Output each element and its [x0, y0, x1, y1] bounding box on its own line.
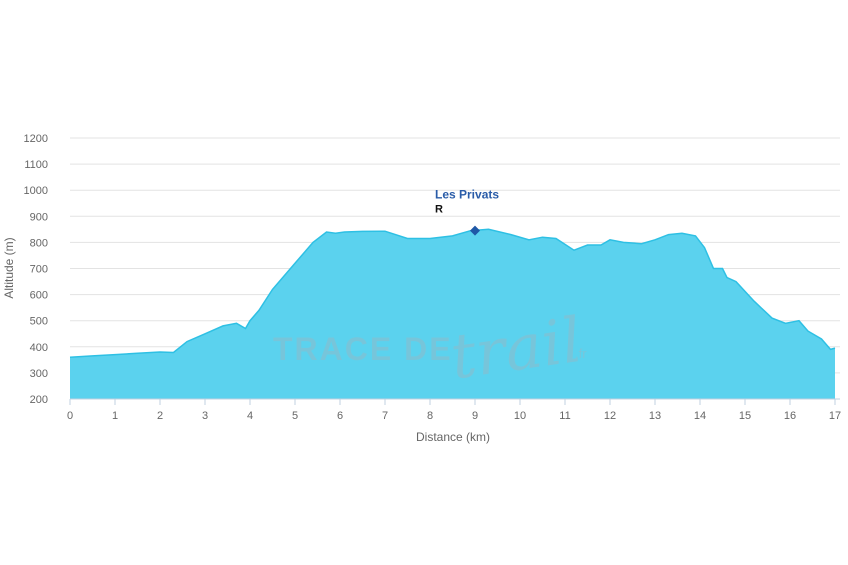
poi-diamond-icon[interactable]: [470, 225, 480, 236]
elevation-fill: [70, 229, 835, 399]
y-tick-label: 1000: [24, 185, 48, 197]
x-tick-label: 13: [649, 410, 661, 422]
x-axis: 0 1 2 3 4 5 6 7 8 9 10 11 12 13 14 15 16 17: [67, 398, 841, 422]
poi-code-label: R: [435, 204, 443, 216]
y-axis: 200 300 400 500 600 700 800 900 1000 1100 1200: [24, 133, 48, 406]
elevation-area: [69, 228, 836, 399]
y-tick-label: 1200: [24, 133, 48, 145]
x-tick-label: 17: [829, 410, 841, 422]
x-tick-label: 8: [427, 410, 433, 422]
x-tick-label: 16: [784, 410, 796, 422]
x-tick-label: 11: [559, 410, 570, 422]
x-tick-label: 5: [292, 410, 298, 422]
x-tick-label: 3: [202, 410, 208, 422]
watermark-fr: .fr: [575, 346, 587, 361]
x-tick-label: 2: [157, 410, 163, 422]
poi-marker[interactable]: Les Privats R: [435, 188, 499, 236]
y-tick-label: 700: [30, 264, 48, 276]
x-tick-label: 4: [247, 410, 253, 422]
x-tick-label: 9: [472, 410, 478, 422]
x-tick-label: 7: [382, 410, 388, 422]
y-tick-label: 600: [30, 290, 48, 302]
y-tick-label: 500: [30, 316, 48, 328]
x-axis-title: Distance (km): [416, 430, 490, 444]
watermark-trail: trail: [446, 303, 586, 394]
y-tick-label: 800: [30, 237, 48, 249]
watermark: TRACE DE trail .fr: [273, 303, 587, 394]
y-tick-label: 1100: [24, 159, 48, 171]
x-tick-label: 10: [514, 410, 526, 422]
y-tick-label: 300: [30, 368, 48, 380]
x-tick-label: 0: [67, 410, 73, 422]
x-tick-label: 15: [739, 410, 751, 422]
x-tick-label: 1: [112, 410, 118, 422]
poi-markers: Les Privats R: [435, 188, 499, 236]
elevation-line: [69, 228, 836, 358]
y-tick-label: 400: [30, 342, 48, 354]
watermark-trace-de: TRACE DE: [273, 331, 453, 367]
y-tick-label: 900: [30, 211, 48, 223]
x-tick-label: 12: [604, 410, 616, 422]
y-axis-title: Altitude (m): [2, 237, 16, 298]
poi-name-label: Les Privats: [435, 188, 499, 202]
y-tick-label: 200: [30, 394, 48, 406]
x-tick-label: 6: [337, 410, 343, 422]
x-tick-label: 14: [694, 410, 706, 422]
